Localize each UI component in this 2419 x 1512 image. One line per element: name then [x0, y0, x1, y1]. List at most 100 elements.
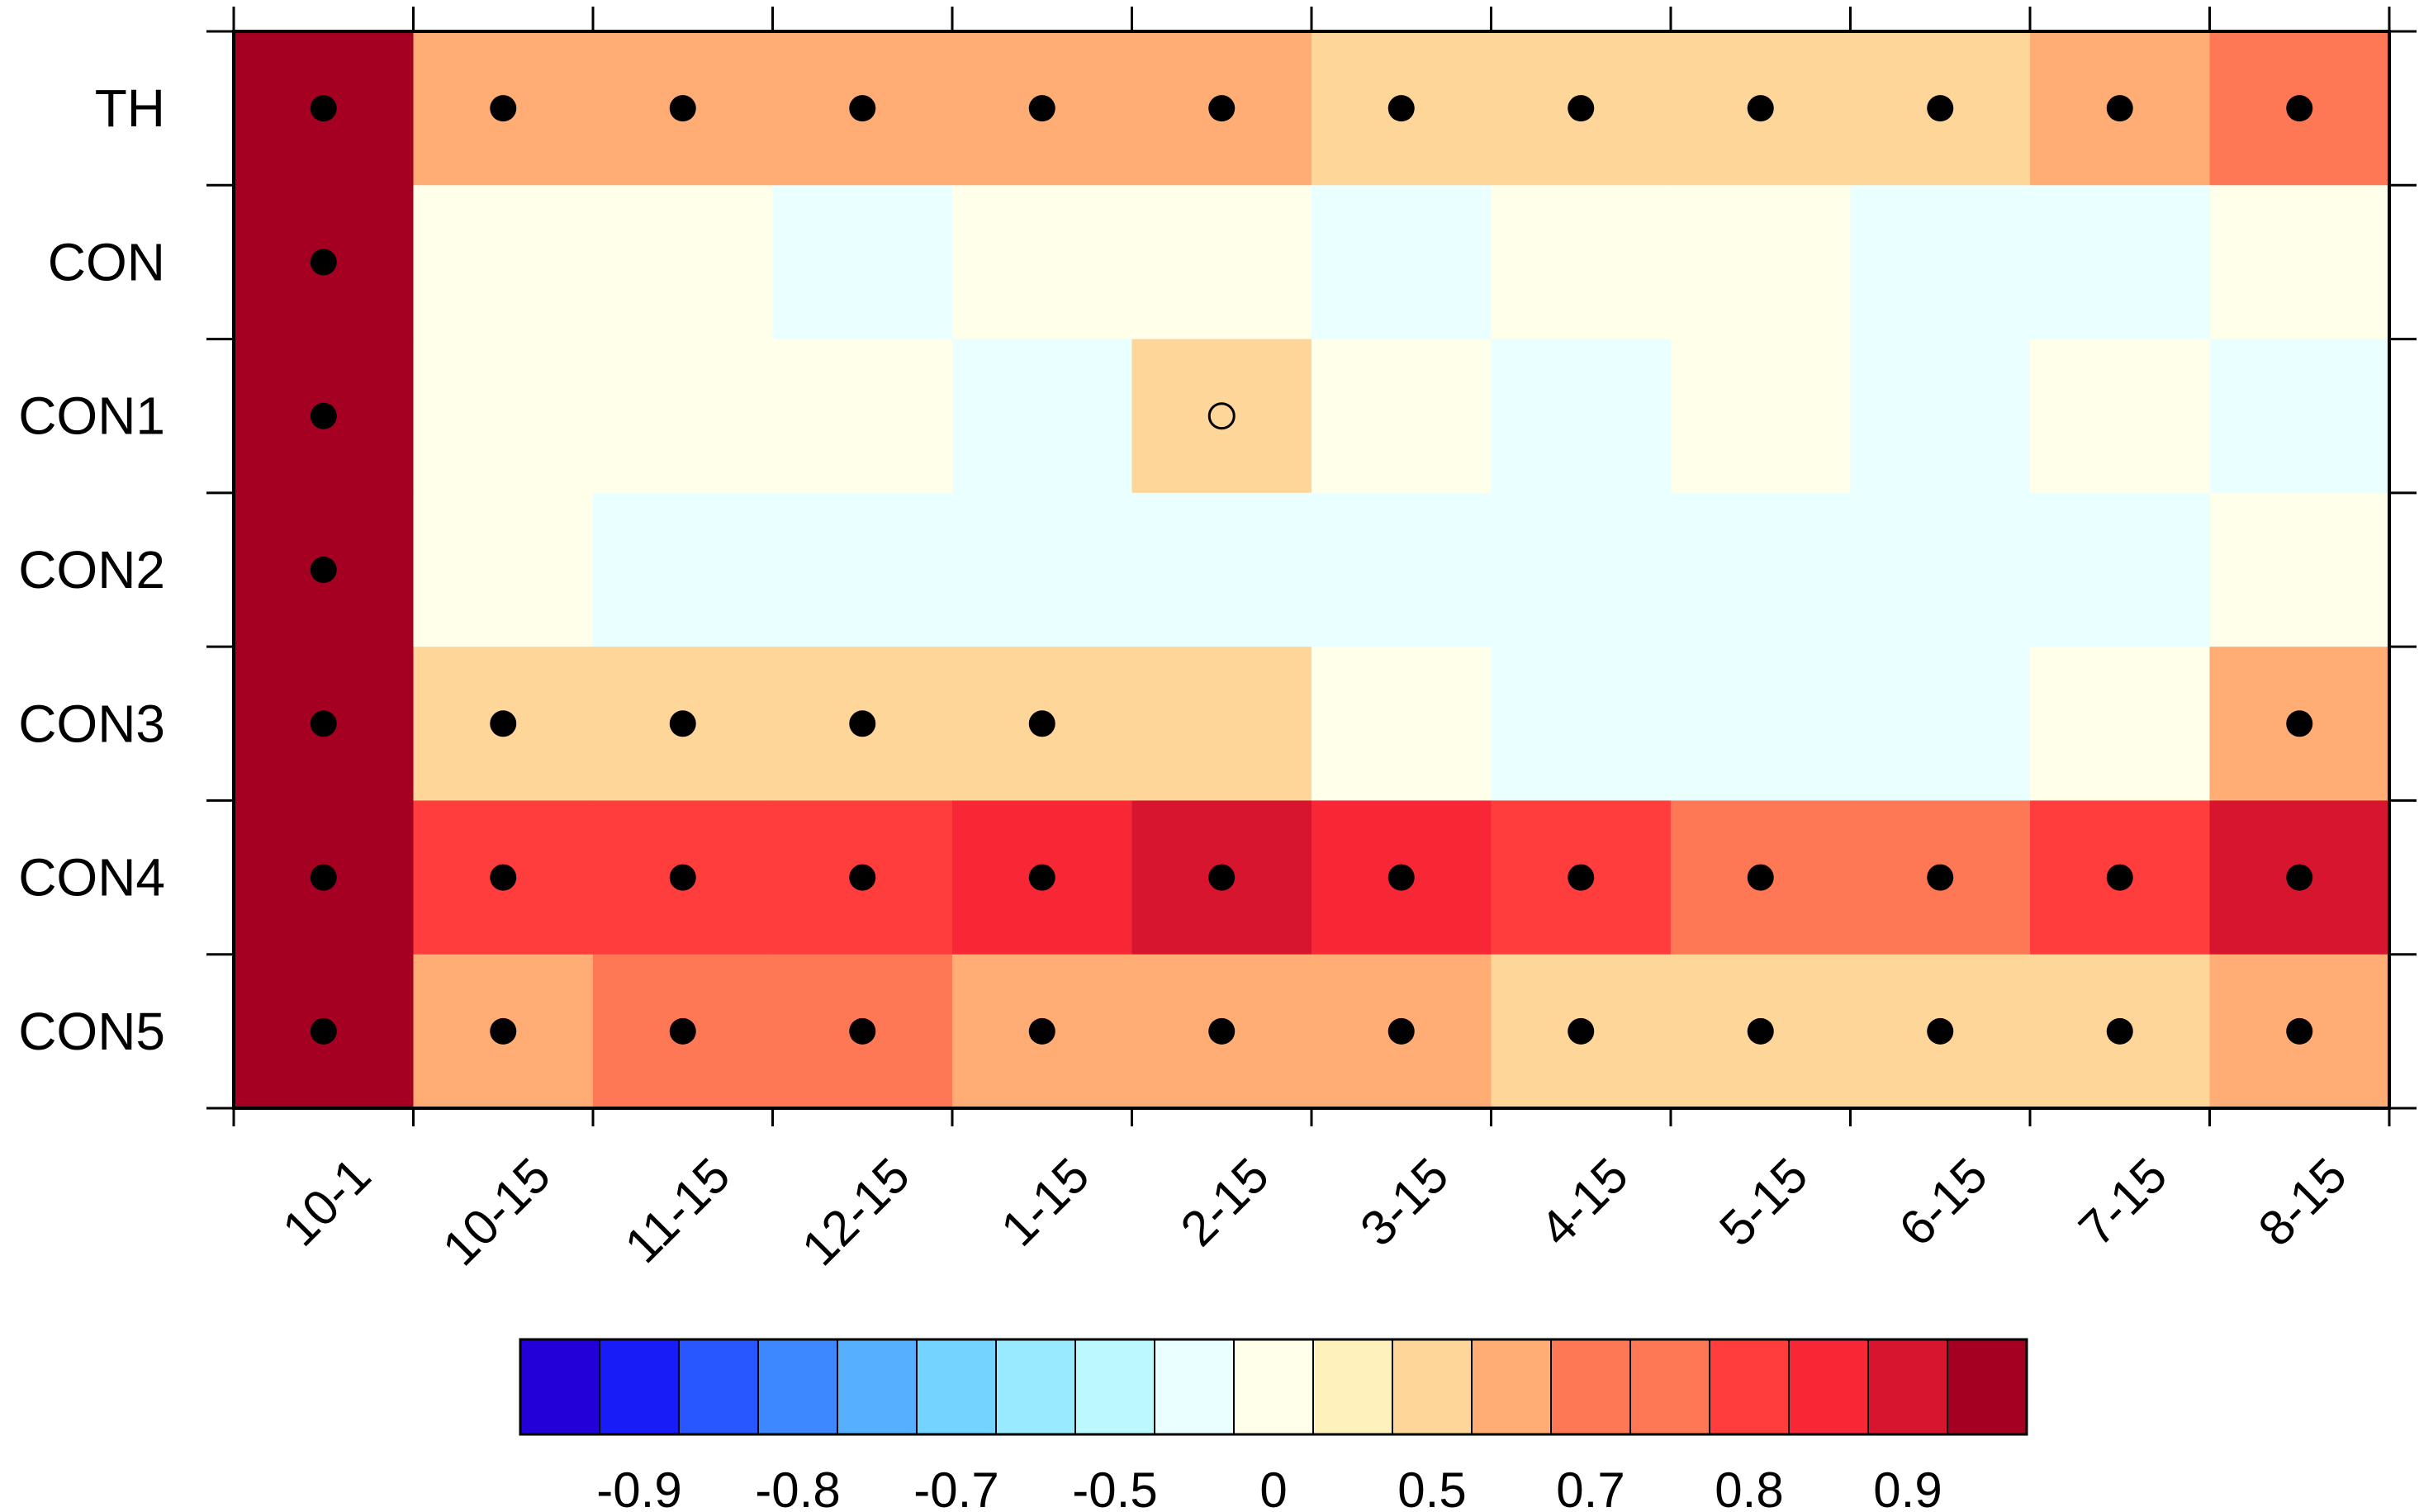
significance-dot	[849, 95, 876, 122]
x-tick-label: 6-15	[1889, 1147, 1998, 1256]
heatmap-cell	[1491, 492, 1672, 647]
heatmap-cell	[2030, 492, 2211, 647]
y-tick-label: TH	[95, 78, 165, 138]
significance-dot	[490, 95, 517, 122]
colorbar-swatch	[1312, 1339, 1393, 1435]
axis-ticks	[206, 7, 2417, 1126]
x-tick-label: 12-15	[791, 1147, 920, 1276]
heatmap-cell	[593, 492, 774, 647]
heatmap-cell	[772, 492, 953, 647]
heatmap-cell	[772, 339, 953, 494]
significance-dot	[1208, 864, 1236, 891]
colorbar-tick-label: 0.8	[1715, 1462, 1783, 1512]
heatmap-cell	[593, 185, 774, 340]
x-tick-label: 4-15	[1530, 1147, 1639, 1256]
heatmap-cell	[772, 185, 953, 340]
heatmap-cell	[413, 339, 594, 494]
colorbar-swatch	[1074, 1339, 1155, 1435]
significance-dot	[849, 864, 876, 891]
heatmap-cell	[1850, 185, 2031, 340]
significance-dot	[310, 864, 337, 891]
heatmap-cell	[1671, 492, 1852, 647]
x-axis-labels: 10-1 10-15 11-15 12-15 1-15 2-15 3-15 4-15 5-15 6…	[272, 1147, 2357, 1276]
heatmap-cell	[1671, 185, 1852, 340]
significance-dot	[490, 1017, 517, 1045]
significance-dot	[1208, 1017, 1236, 1045]
heatmap-cell	[2209, 492, 2390, 647]
x-tick-label: 10-15	[432, 1147, 561, 1276]
heatmap-cell	[952, 185, 1133, 340]
significance-dot	[1028, 1017, 1055, 1045]
significance-dot	[669, 1017, 696, 1045]
open-circle-marker	[1207, 402, 1236, 430]
colorbar-swatch	[678, 1339, 759, 1435]
colorbar-swatch	[1947, 1339, 2028, 1435]
significance-dot	[2286, 95, 2313, 122]
significance-dot	[490, 864, 517, 891]
significance-dot	[2286, 864, 2313, 891]
y-tick-label: CON	[48, 232, 165, 291]
heatmap-cell	[1850, 492, 2031, 647]
colorbar-tick-label: -0.9	[596, 1462, 681, 1512]
significance-dot	[669, 864, 696, 891]
x-tick-label: 3-15	[1349, 1147, 1459, 1256]
significance-dot	[2106, 1017, 2133, 1045]
heatmap-cell	[1311, 185, 1492, 340]
heatmap-cell	[1311, 492, 1492, 647]
significance-dot	[2286, 1017, 2313, 1045]
heatmap-cell	[2030, 339, 2211, 494]
heatmap-cells	[234, 31, 2390, 1109]
heatmap-cell	[2209, 339, 2390, 494]
significance-dot	[1747, 95, 1774, 122]
colorbar-swatch	[1233, 1339, 1314, 1435]
significance-dot	[310, 557, 337, 583]
significance-dot	[310, 249, 337, 276]
heatmap-cell	[952, 339, 1133, 494]
heatmap-cell	[1131, 185, 1312, 340]
heatmap-cell	[2209, 185, 2390, 340]
significance-dot	[1208, 95, 1236, 122]
significance-dot	[310, 402, 337, 429]
heatmap-cell	[413, 492, 594, 647]
significance-dot	[669, 95, 696, 122]
heatmap-cell	[1311, 339, 1492, 494]
heatmap-cell	[1131, 339, 1312, 494]
colorbar-tick-label: -0.5	[1072, 1462, 1157, 1512]
colorbar-swatch	[916, 1339, 997, 1435]
significance-dot	[2286, 710, 2313, 737]
heatmap-cell	[593, 339, 774, 494]
colorbar-swatch	[1392, 1339, 1473, 1435]
significance-dot	[1927, 1017, 1954, 1045]
heatmap-cell	[1850, 339, 2031, 494]
heatmap-cell	[2030, 185, 2211, 340]
colorbar-tick-label: -0.8	[755, 1462, 840, 1512]
significance-dot	[669, 710, 696, 737]
y-tick-label: CON4	[18, 848, 165, 908]
significance-dot	[1568, 864, 1595, 891]
colorbar-swatch	[837, 1339, 918, 1435]
colorbar-swatch	[1867, 1339, 1948, 1435]
heatmap-cell	[1131, 492, 1312, 647]
colorbar-swatch	[1709, 1339, 1790, 1435]
significance-dot	[1028, 864, 1055, 891]
significance-dot	[1568, 95, 1595, 122]
heatmap-cell	[1311, 647, 1492, 802]
significance-dot	[1028, 710, 1055, 737]
heatmap-cell	[1850, 647, 2031, 802]
heatmap-cell	[1491, 339, 1672, 494]
x-tick-label: 7-15	[2068, 1147, 2177, 1256]
significance-dot	[2106, 95, 2133, 122]
significance-dot	[490, 710, 517, 737]
heatmap-cell	[2030, 647, 2211, 802]
colorbar-swatch	[1471, 1339, 1552, 1435]
heatmap-cell	[1491, 647, 1672, 802]
significance-dot	[1387, 1017, 1415, 1045]
colorbar-tick-label: 0.5	[1397, 1462, 1466, 1512]
heatmap-cell	[1671, 339, 1852, 494]
significance-dot	[1927, 95, 1954, 122]
colorbar-tick-label: 0.9	[1873, 1462, 1942, 1512]
x-tick-label: 8-15	[2248, 1147, 2357, 1256]
colorbar-tick-label: 0	[1259, 1462, 1287, 1512]
significance-dot	[1747, 864, 1774, 891]
